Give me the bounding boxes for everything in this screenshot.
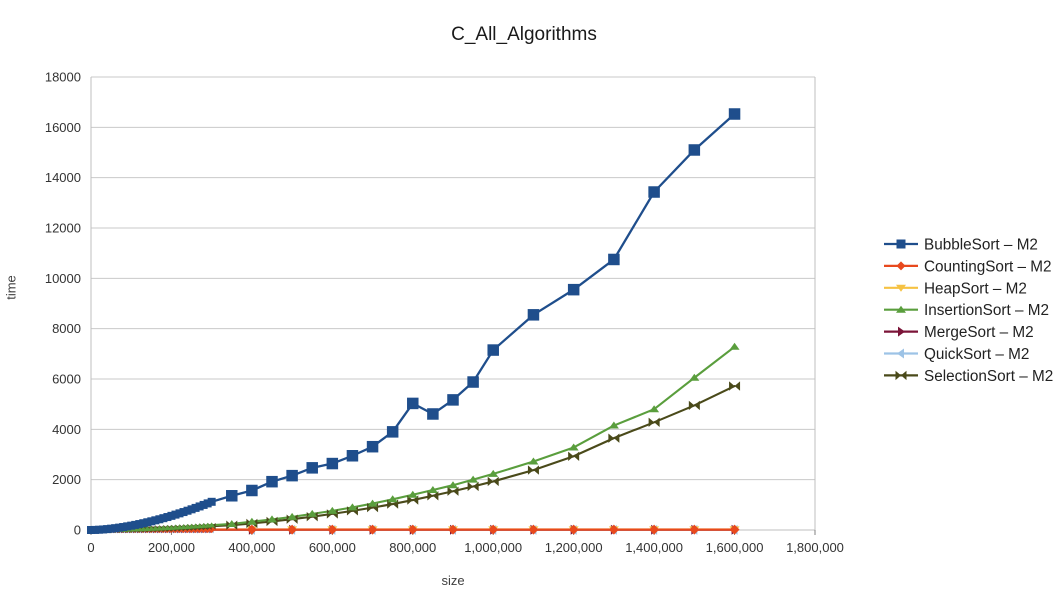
svg-text:0: 0 — [87, 540, 94, 555]
svg-text:1,800,000: 1,800,000 — [786, 540, 844, 555]
svg-text:8000: 8000 — [52, 321, 81, 336]
svg-text:14000: 14000 — [45, 170, 81, 185]
svg-text:12000: 12000 — [45, 221, 81, 236]
svg-text:200,000: 200,000 — [148, 540, 195, 555]
svg-text:MergeSort – M2: MergeSort – M2 — [924, 324, 1034, 341]
svg-text:2000: 2000 — [52, 472, 81, 487]
svg-text:1,000,000: 1,000,000 — [464, 540, 522, 555]
svg-text:4000: 4000 — [52, 422, 81, 437]
svg-text:SelectionSort – M2: SelectionSort – M2 — [924, 368, 1053, 385]
svg-text:BubbleSort – M2: BubbleSort – M2 — [924, 237, 1038, 254]
svg-text:1,600,000: 1,600,000 — [706, 540, 764, 555]
svg-text:QuickSort – M2: QuickSort – M2 — [924, 346, 1029, 363]
svg-text:HeapSort – M2: HeapSort – M2 — [924, 280, 1027, 297]
svg-text:6000: 6000 — [52, 372, 81, 387]
svg-text:400,000: 400,000 — [228, 540, 275, 555]
svg-text:InsertionSort – M2: InsertionSort – M2 — [924, 302, 1049, 319]
svg-text:800,000: 800,000 — [389, 540, 436, 555]
svg-text:1,400,000: 1,400,000 — [625, 540, 683, 555]
svg-text:18000: 18000 — [45, 70, 81, 85]
svg-text:10000: 10000 — [45, 271, 81, 286]
svg-text:CountingSort – M2: CountingSort – M2 — [924, 258, 1052, 275]
svg-text:0: 0 — [74, 523, 81, 538]
svg-text:1,200,000: 1,200,000 — [545, 540, 603, 555]
svg-text:600,000: 600,000 — [309, 540, 356, 555]
svg-text:16000: 16000 — [45, 120, 81, 135]
